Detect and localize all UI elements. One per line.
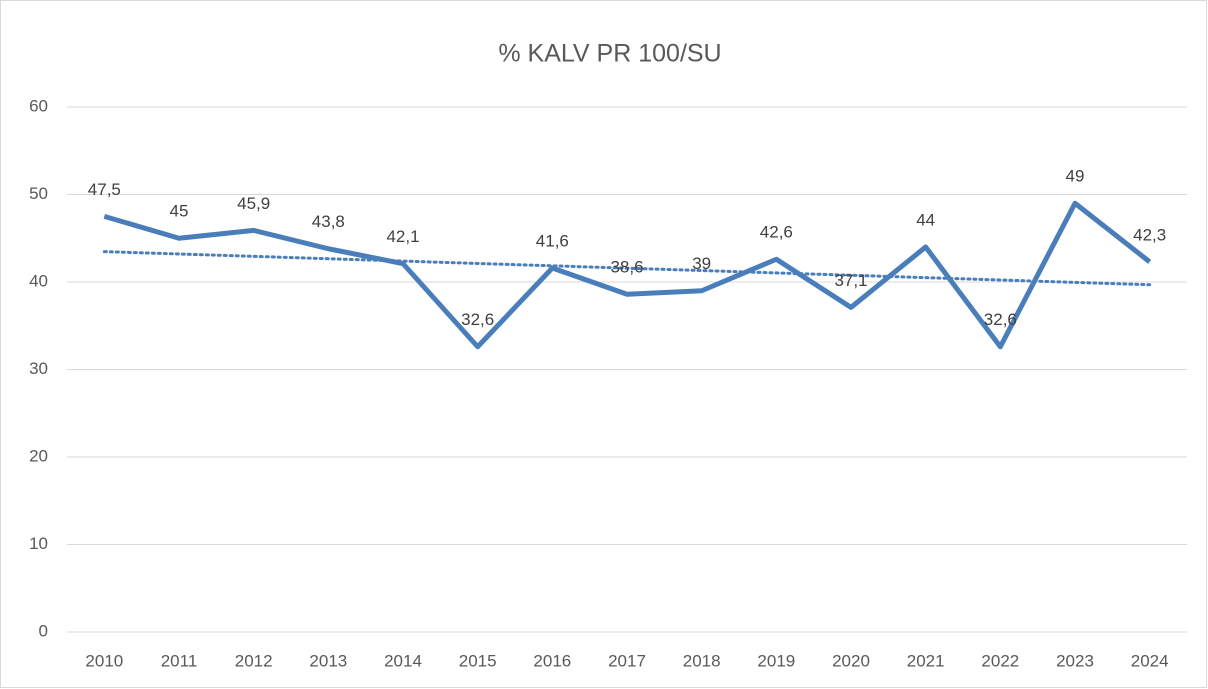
data-label: 49 <box>1066 167 1085 186</box>
data-label: 37,1 <box>834 271 867 290</box>
x-tick-label: 2018 <box>683 651 721 670</box>
data-label: 42,1 <box>386 227 419 246</box>
x-tick-label: 2019 <box>757 651 795 670</box>
x-tick-label: 2016 <box>533 651 571 670</box>
data-line <box>103 200 1152 350</box>
data-label: 45 <box>170 202 189 221</box>
y-tick-label: 40 <box>29 271 48 290</box>
x-tick-label: 2010 <box>85 651 123 670</box>
data-label: 39 <box>692 254 711 273</box>
data-label: 45,9 <box>237 194 270 213</box>
x-tick-label: 2012 <box>235 651 273 670</box>
data-label: 43,8 <box>312 212 345 231</box>
y-tick-label: 20 <box>29 446 48 465</box>
x-tick-label: 2017 <box>608 651 646 670</box>
x-tick-label: 2021 <box>907 651 945 670</box>
y-tick-label: 50 <box>29 184 48 203</box>
data-label: 42,3 <box>1133 225 1166 244</box>
data-label: 42,6 <box>760 223 793 242</box>
x-tick-label: 2015 <box>459 651 497 670</box>
trend-line <box>102 250 1152 287</box>
y-tick-label: 0 <box>39 621 48 640</box>
x-tick-label: 2014 <box>384 651 422 670</box>
data-label: 32,6 <box>461 310 494 329</box>
y-tick-label: 10 <box>29 534 48 553</box>
data-label: 38,6 <box>610 258 643 277</box>
x-tick-label: 2024 <box>1131 651 1169 670</box>
x-tick-label: 2020 <box>832 651 870 670</box>
x-tick-label: 2011 <box>161 651 198 670</box>
x-tick-label: 2022 <box>981 651 1019 670</box>
data-label: 47,5 <box>88 180 121 199</box>
data-label: 32,6 <box>984 310 1017 329</box>
x-tick-label: 2013 <box>309 651 347 670</box>
data-label: 44 <box>916 210 935 229</box>
y-tick-label: 30 <box>29 359 48 378</box>
y-tick-label: 60 <box>29 96 48 115</box>
x-tick-label: 2023 <box>1056 651 1094 670</box>
data-label: 41,6 <box>536 231 569 250</box>
chart-title: % KALV PR 100/SU <box>498 40 721 68</box>
